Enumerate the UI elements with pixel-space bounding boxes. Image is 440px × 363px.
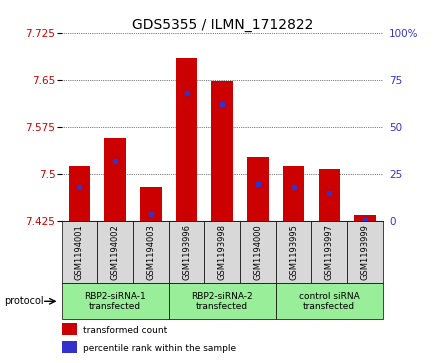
Bar [140,187,161,221]
Text: RBP2-siRNA-2
transfected: RBP2-siRNA-2 transfected [191,291,253,311]
Bar [176,58,197,221]
Text: control siRNA
transfected: control siRNA transfected [299,291,359,311]
Text: GSM1193999: GSM1193999 [360,224,370,280]
Bar [104,138,126,221]
Text: GSM1194001: GSM1194001 [75,224,84,280]
Text: RBP2-siRNA-1
transfected: RBP2-siRNA-1 transfected [84,291,146,311]
Bar [276,283,383,319]
Text: GSM1193997: GSM1193997 [325,224,334,280]
Bar [62,323,77,335]
Bar [319,169,340,221]
Text: GSM1194000: GSM1194000 [253,224,262,280]
Title: GDS5355 / ILMN_1712822: GDS5355 / ILMN_1712822 [132,18,313,32]
Text: GSM1193998: GSM1193998 [218,224,227,280]
Bar [97,221,133,283]
Bar [312,221,347,283]
Bar [62,341,77,354]
Bar [169,283,276,319]
Bar [347,221,383,283]
Text: GSM1193996: GSM1193996 [182,224,191,280]
Bar [133,221,169,283]
Bar [247,157,268,221]
Text: GSM1194003: GSM1194003 [147,224,155,280]
Bar [69,166,90,221]
Text: percentile rank within the sample: percentile rank within the sample [84,344,237,353]
Text: protocol: protocol [4,296,44,306]
Bar [62,221,97,283]
Bar [169,221,204,283]
Text: transformed count: transformed count [84,326,168,335]
Bar [354,215,376,221]
Text: GSM1193995: GSM1193995 [289,224,298,280]
Bar [283,166,304,221]
Bar [62,283,169,319]
Bar [240,221,276,283]
Bar [276,221,312,283]
Text: GSM1194002: GSM1194002 [110,224,120,280]
Bar [212,81,233,221]
Bar [204,221,240,283]
